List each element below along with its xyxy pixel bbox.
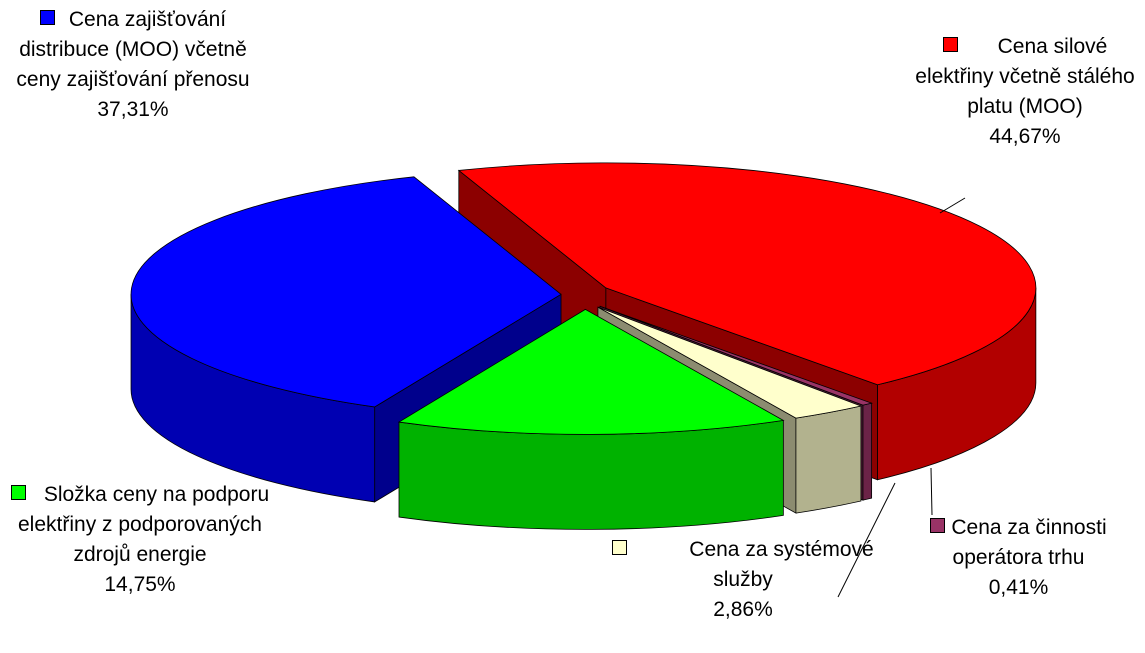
label-value: 2,86% [713,598,773,621]
legend-swatch [942,37,958,52]
data-label: Cena zajišťování distribuce (MOO) včetně… [8,5,258,125]
data-label: Cena silové elektřiny včetně stálého pla… [905,32,1145,152]
slice [599,305,874,406]
leader-line [939,197,966,214]
label-value: 44,67% [989,125,1061,148]
legend-swatch [39,10,55,25]
legend-swatch [10,485,26,500]
label-name: Cena zajišťování distribuce (MOO) včetně… [16,8,250,91]
legend-swatch [612,540,628,555]
slice [457,162,1037,386]
label-name: Cena silové elektřiny včetně stálého pla… [915,35,1135,118]
label-value: 14,75% [104,573,176,596]
label-name-row: Cena za činnosti operátora trhu [892,513,1145,573]
label-name-row: Cena zajišťování distribuce (MOO) včetně… [8,5,258,95]
label-name-row: Cena silové elektřiny včetně stálého pla… [905,32,1145,122]
label-name-row: Cena za systémové služby [598,535,888,595]
label-name: Cena za systémové služby [689,538,874,591]
slice-wall [862,402,873,501]
label-name-row: Složka ceny na podporu elektřiny z podpo… [5,480,275,570]
slice [597,306,863,419]
label-name: Složka ceny na podporu elektřiny z podpo… [18,483,270,566]
slice-wall [398,419,784,530]
slice [397,308,785,435]
leader-line [837,482,896,598]
label-value: 37,31% [97,98,169,121]
data-label: Cena za činnosti operátora trhu 0,41% [892,513,1145,603]
data-label: Cena za systémové služby 2,86% [598,535,888,625]
label-value: 0,41% [988,576,1049,599]
label-name: Cena za činnosti operátora trhu [951,516,1107,569]
leader-line [930,467,933,516]
data-label: Složka ceny na podporu elektřiny z podpo… [5,480,275,600]
slice-wall [795,405,862,514]
legend-swatch [930,518,946,533]
slice [130,176,562,408]
